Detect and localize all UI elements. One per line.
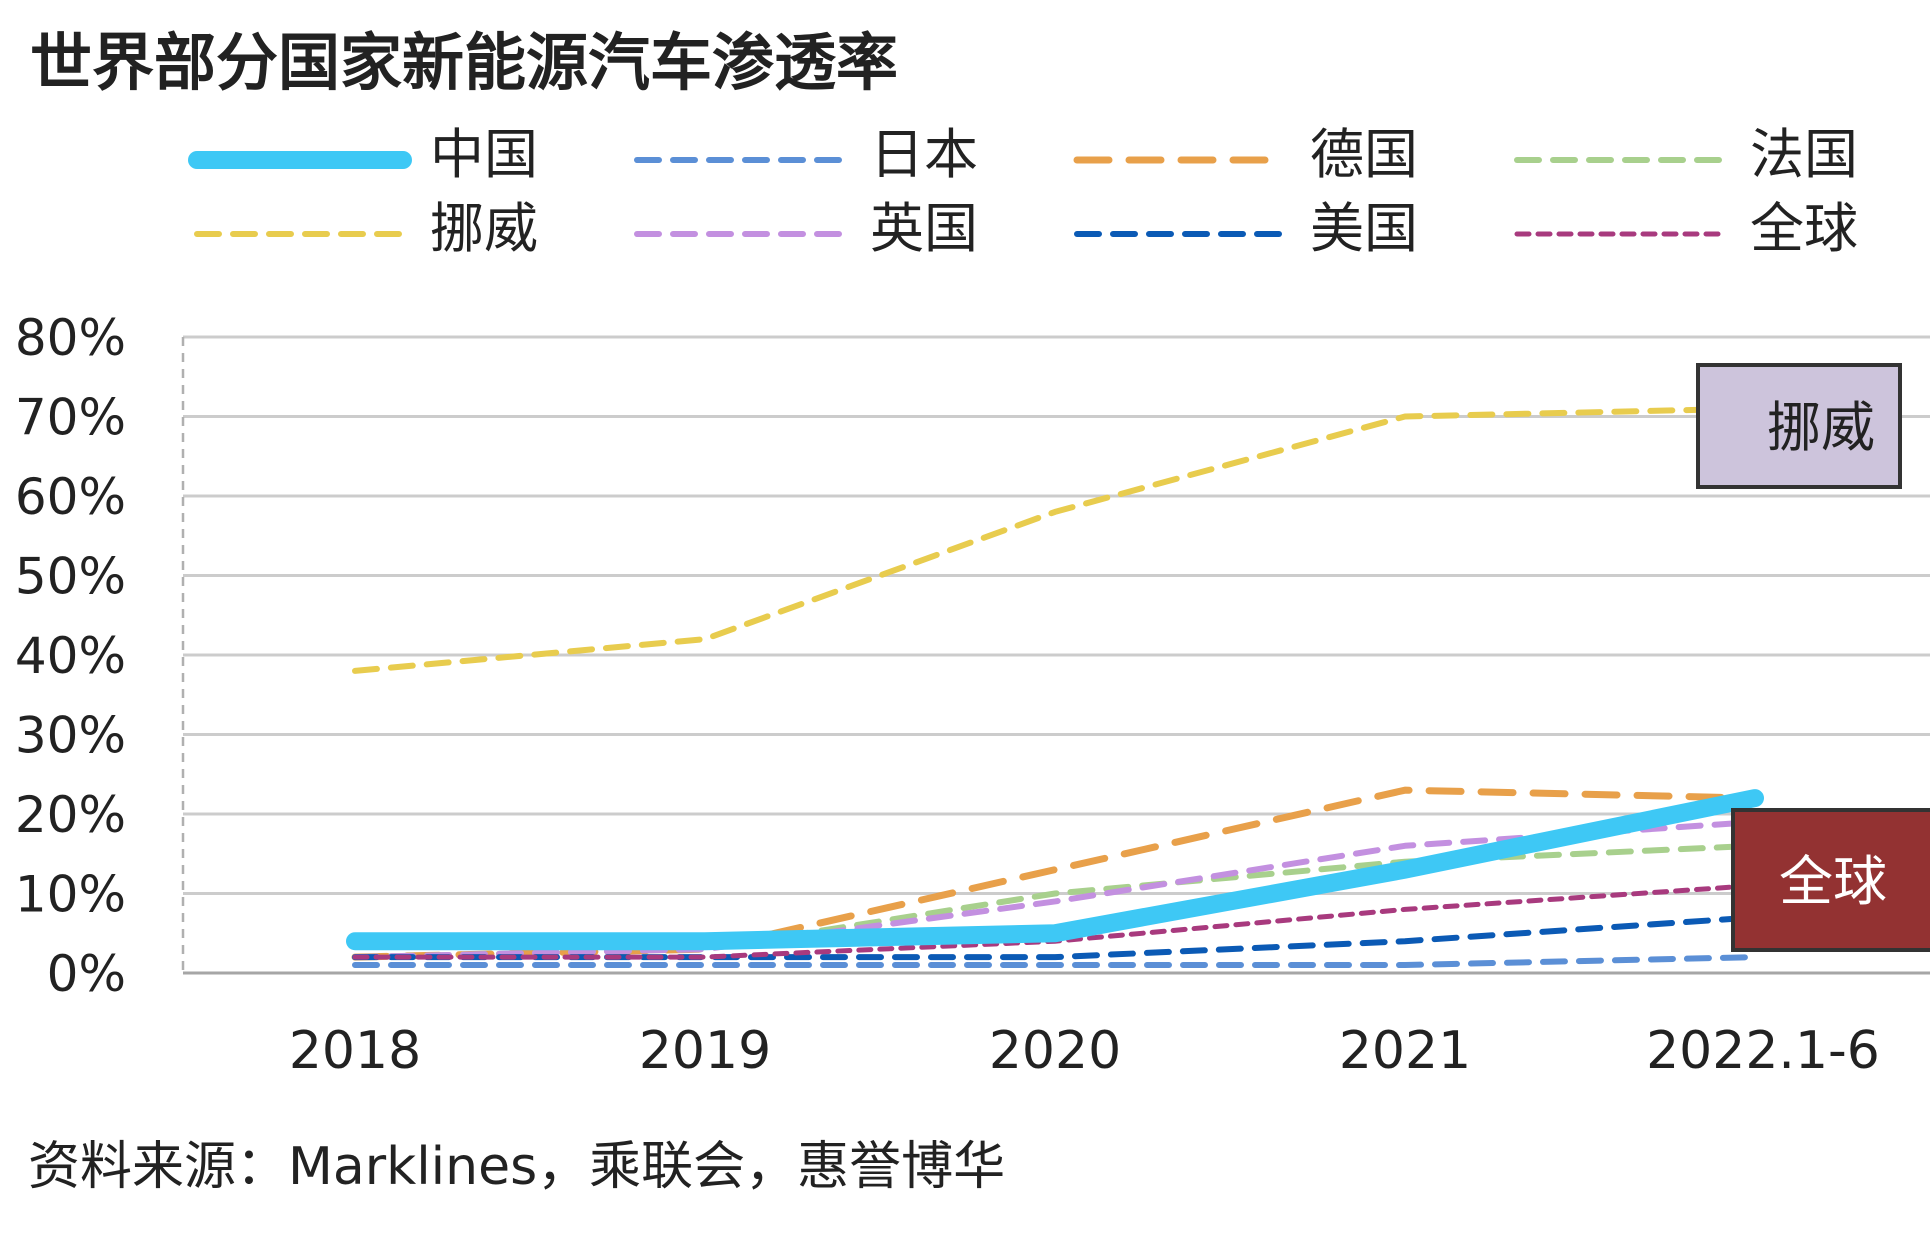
- legend-label: 英国: [870, 197, 978, 260]
- legend-item-1: 日本: [625, 125, 1045, 185]
- legend-item-2: 德国: [1065, 125, 1485, 185]
- x-tick-label: 2021: [1339, 1021, 1471, 1081]
- legend-swatch: [1514, 157, 1726, 163]
- legend-item-3: 法国: [1505, 125, 1925, 185]
- annotation-label-1: 全球: [1779, 850, 1887, 913]
- y-tick-label: 50%: [15, 548, 126, 606]
- legend-item-6: 美国: [1065, 199, 1485, 259]
- x-axis-ticks: 2018 2019 2020 2021 2022.1-6: [289, 1021, 1880, 1081]
- y-tick-label: 0%: [47, 945, 126, 1003]
- legend-label: 日本: [870, 123, 978, 186]
- legend-swatch: [1073, 156, 1287, 164]
- series-line-4: [352, 405, 1758, 674]
- y-tick-label: 30%: [15, 707, 126, 765]
- legend-item-0: 中国: [185, 125, 605, 185]
- x-tick-label: 2019: [639, 1021, 771, 1081]
- annotation-box-0: [1696, 363, 1902, 489]
- legend-swatch: [634, 157, 846, 163]
- y-tick-label: 10%: [15, 866, 126, 924]
- x-tick-label: 2020: [989, 1021, 1121, 1081]
- legend-swatch: [634, 231, 846, 237]
- y-tick-label: 70%: [15, 389, 126, 447]
- legend-label: 德国: [1310, 123, 1418, 186]
- x-tick-label: 2018: [289, 1021, 421, 1081]
- legend-label: 法国: [1750, 123, 1858, 186]
- legend-item-5: 英国: [625, 199, 1045, 259]
- chart-title: 世界部分国家新能源汽车渗透率: [30, 26, 899, 99]
- legend-swatch: [1514, 231, 1726, 237]
- y-tick-label: 80%: [15, 309, 126, 367]
- legend-label: 挪威: [430, 197, 538, 260]
- y-tick-label: 40%: [15, 627, 126, 685]
- legend-item-7: 全球: [1505, 199, 1925, 259]
- series-line-1: [352, 954, 1758, 969]
- legend-swatch: [194, 231, 406, 237]
- gridlines: [181, 335, 1930, 975]
- legend-label: 美国: [1310, 197, 1418, 260]
- annotation-label-0: 挪威: [1767, 396, 1875, 459]
- series-lines: [346, 405, 1764, 969]
- y-tick-label: 60%: [15, 468, 126, 526]
- legend-swatch: [1074, 231, 1286, 237]
- legend-item-4: 挪威: [185, 199, 605, 259]
- series-line-0: [346, 789, 1764, 951]
- y-axis-ticks: 0% 10% 20% 30% 40% 50% 60% 70% 80%: [15, 309, 126, 1003]
- x-tick-label: 2022.1-6: [1646, 1021, 1880, 1081]
- legend-swatch: [188, 151, 412, 169]
- y-tick-label: 20%: [15, 786, 126, 844]
- annotation-box-1: [1731, 808, 1930, 952]
- legend-label: 中国: [430, 123, 538, 186]
- legend-label: 全球: [1750, 197, 1858, 260]
- source-note: 资料来源：Marklines，乘联会，惠誉博华: [28, 1137, 1006, 1197]
